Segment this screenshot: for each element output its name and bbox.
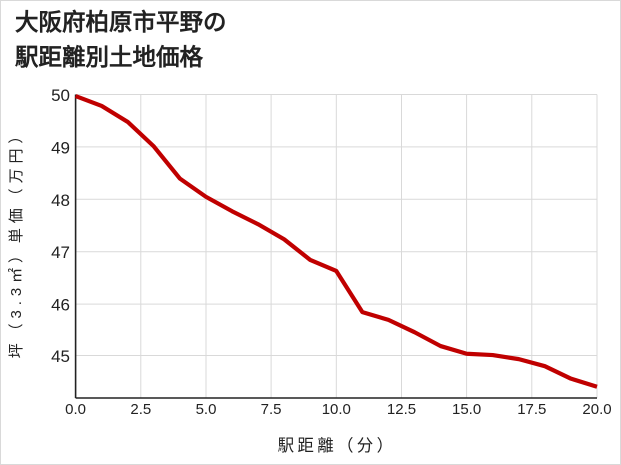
- svg-text:7.5: 7.5: [261, 401, 282, 418]
- svg-text:15.0: 15.0: [452, 401, 481, 418]
- svg-text:48: 48: [51, 191, 70, 210]
- svg-text:5.0: 5.0: [196, 401, 217, 418]
- svg-text:0.0: 0.0: [65, 401, 86, 418]
- svg-text:12.5: 12.5: [387, 401, 416, 418]
- svg-text:10.0: 10.0: [322, 401, 351, 418]
- svg-text:20.0: 20.0: [582, 401, 611, 418]
- svg-text:2.5: 2.5: [130, 401, 151, 418]
- svg-text:46: 46: [51, 296, 70, 315]
- svg-text:47: 47: [51, 243, 70, 262]
- svg-text:45: 45: [51, 347, 70, 366]
- svg-text:49: 49: [51, 138, 70, 157]
- svg-text:駅距離（分）: 駅距離（分）: [278, 436, 397, 455]
- svg-text:坪（3.3㎡）単価（万円）: 坪（3.3㎡）単価（万円）: [8, 124, 25, 359]
- svg-text:50: 50: [51, 86, 70, 105]
- svg-text:17.5: 17.5: [517, 401, 546, 418]
